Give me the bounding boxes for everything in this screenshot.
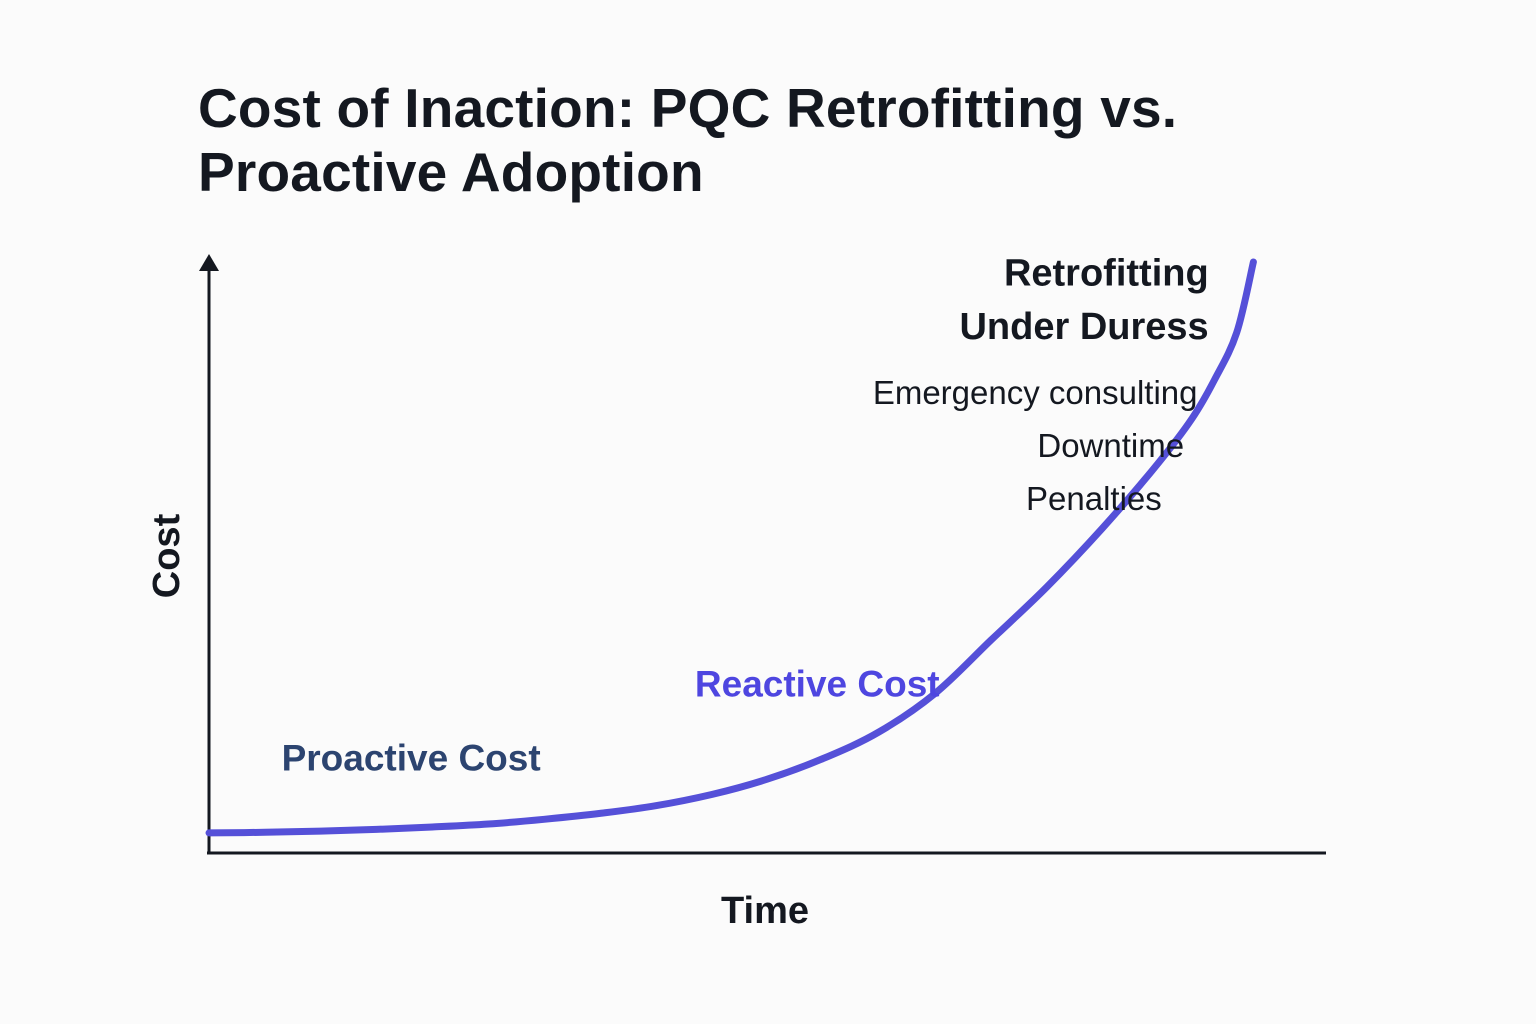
annotation-emergency: Emergency consulting — [873, 374, 1198, 411]
annotation-retrofitting-line-1: Retrofitting — [1004, 253, 1209, 295]
annotation-layer: Proactive Cost Reactive Cost Retrofitting U… — [282, 253, 1209, 779]
annotation-proactive: Proactive Cost — [282, 737, 541, 778]
annotation-downtime: Downtime — [1037, 427, 1184, 464]
y-axis-arrow-icon — [199, 254, 219, 271]
chart-title: Cost of Inaction: PQC Retrofitting vs. P… — [198, 77, 1178, 203]
y-axis-label: Cost — [146, 513, 188, 598]
series-layer — [205, 258, 1257, 837]
annotation-reactive: Reactive Cost — [695, 663, 940, 704]
series-line-0 — [205, 258, 1257, 837]
x-axis-label: Time — [721, 890, 809, 932]
annotation-retrofitting-line-2: Under Duress — [959, 306, 1208, 348]
annotation-penalties: Penalties — [1026, 480, 1162, 517]
